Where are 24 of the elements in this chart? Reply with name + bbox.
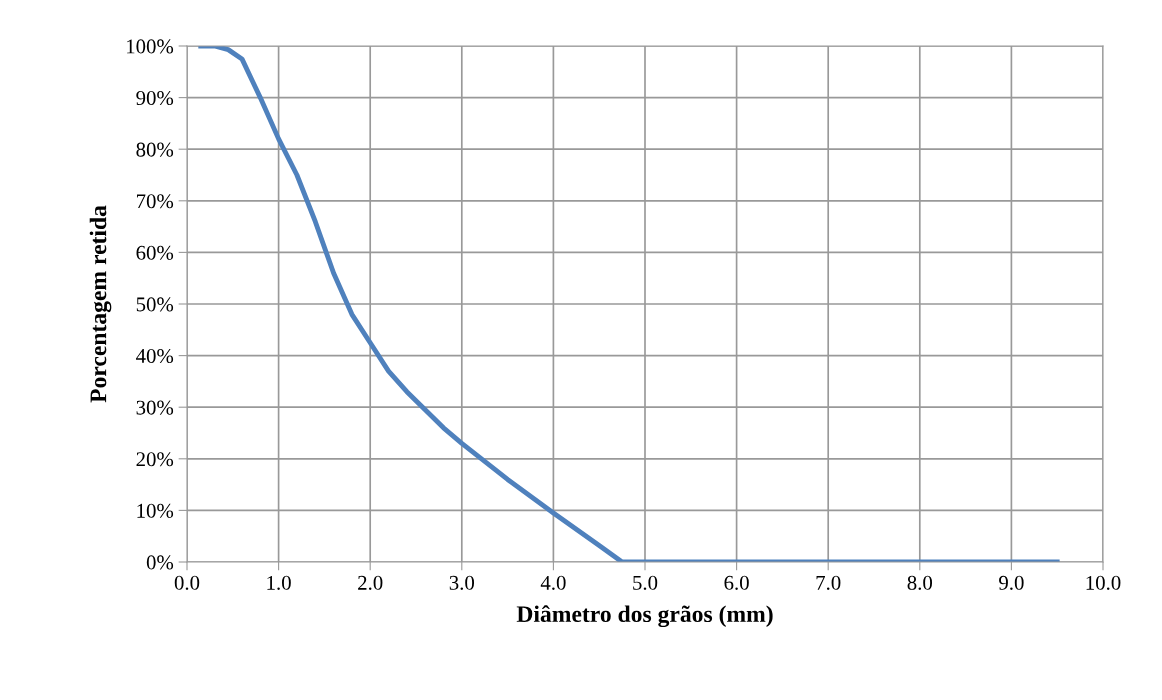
y-tick-label: 10% bbox=[137, 503, 174, 518]
y-tick-label: 20% bbox=[136, 452, 174, 467]
y-tick-label: 30% bbox=[136, 400, 174, 415]
x-tick-label: 2.0 bbox=[358, 575, 383, 590]
x-tick-label: 10.0 bbox=[1086, 575, 1121, 590]
x-axis-title: Diâmetro dos grãos (mm) bbox=[516, 605, 773, 628]
y-tick-label: 70% bbox=[136, 194, 174, 209]
y-tick-label: 80% bbox=[136, 142, 174, 157]
x-tick-label: 9.0 bbox=[999, 575, 1024, 590]
x-tick-label: 3.0 bbox=[449, 575, 475, 590]
x-tick-label: 5.0 bbox=[633, 575, 658, 590]
y-axis-title: Porcentagem retida bbox=[89, 205, 112, 403]
x-tick-label: 6.0 bbox=[724, 575, 749, 590]
x-tick-label: 8.0 bbox=[907, 575, 933, 590]
y-tick-label: 0% bbox=[146, 555, 174, 570]
y-tick-label: 40% bbox=[136, 348, 174, 364]
y-tick-label: 100% bbox=[127, 39, 174, 54]
y-tick-label: 50% bbox=[136, 297, 174, 312]
x-tick-label: 1.0 bbox=[267, 575, 291, 590]
y-tick-label: 90% bbox=[136, 90, 174, 106]
x-tick-label: 7.0 bbox=[816, 575, 841, 590]
x-tick-label: 4.0 bbox=[540, 575, 566, 590]
y-tick-label: 60% bbox=[136, 245, 174, 260]
x-tick-label: 0.0 bbox=[174, 575, 200, 590]
